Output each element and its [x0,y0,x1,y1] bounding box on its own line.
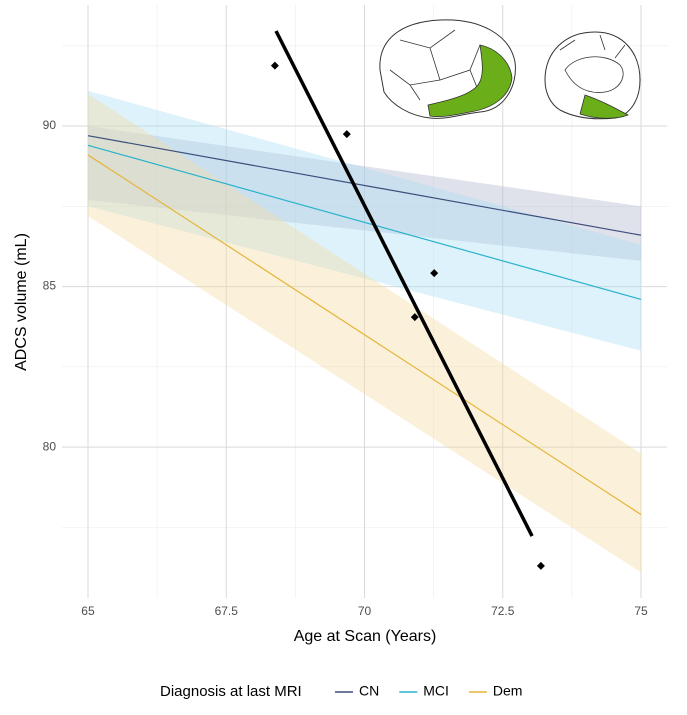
x-tick-label: 65 [81,604,95,618]
data-point [343,130,351,138]
chart: Age at Scan (Years) ADCS volume (mL) Dia… [0,0,687,710]
x-axis-title: Age at Scan (Years) [294,628,437,645]
legend-label: CN [359,683,379,699]
data-point [271,62,279,70]
data-point [537,562,545,570]
x-tick-label: 70 [358,604,372,618]
legend-label: Dem [493,683,523,699]
legend-label: MCI [423,683,449,699]
x-tick-label: 75 [634,604,648,618]
y-tick-label: 80 [43,439,57,453]
y-axis-title: ADCS volume (mL) [13,233,30,371]
x-tick-label: 67.5 [215,604,239,618]
legend: CN MCI Dem [335,683,522,699]
legend-title: Diagnosis at last MRI [160,683,302,700]
y-tick-label: 85 [43,279,57,293]
x-tick-label: 72.5 [491,604,515,618]
y-tick-label: 90 [43,118,57,132]
brain-inset [380,20,640,119]
